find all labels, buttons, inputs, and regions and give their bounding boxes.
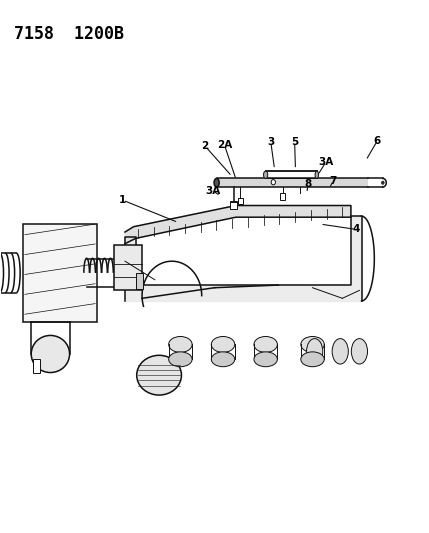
- Ellipse shape: [254, 352, 278, 367]
- Ellipse shape: [307, 338, 323, 364]
- Circle shape: [381, 181, 384, 184]
- Bar: [230, 201, 237, 209]
- Ellipse shape: [31, 335, 69, 373]
- Text: 4: 4: [352, 224, 360, 235]
- Text: 6: 6: [374, 136, 381, 146]
- Ellipse shape: [214, 179, 219, 187]
- Bar: [136, 273, 143, 289]
- Bar: [217, 179, 368, 187]
- Ellipse shape: [169, 336, 192, 352]
- Ellipse shape: [315, 171, 318, 179]
- Bar: [238, 198, 243, 204]
- Text: 3: 3: [267, 137, 275, 147]
- Bar: [115, 245, 142, 290]
- Ellipse shape: [169, 352, 192, 367]
- Ellipse shape: [254, 336, 278, 352]
- Text: 2: 2: [202, 141, 209, 151]
- Text: 2A: 2A: [217, 140, 232, 150]
- Polygon shape: [125, 216, 362, 301]
- Ellipse shape: [211, 352, 235, 367]
- Text: 7: 7: [330, 175, 337, 185]
- Ellipse shape: [301, 352, 324, 367]
- Text: 5: 5: [291, 137, 298, 147]
- Text: 8: 8: [305, 179, 312, 189]
- Text: 3A: 3A: [205, 185, 221, 196]
- Ellipse shape: [301, 336, 324, 352]
- Text: 1: 1: [119, 195, 127, 205]
- Ellipse shape: [332, 338, 348, 364]
- Bar: [33, 359, 40, 373]
- Text: 7158  1200B: 7158 1200B: [14, 25, 124, 43]
- Ellipse shape: [137, 356, 181, 395]
- Text: 3A: 3A: [319, 157, 334, 166]
- Bar: [23, 224, 97, 322]
- Ellipse shape: [271, 180, 275, 185]
- Ellipse shape: [263, 171, 268, 179]
- Bar: [280, 193, 285, 200]
- Polygon shape: [125, 206, 351, 244]
- Ellipse shape: [351, 338, 368, 364]
- Ellipse shape: [211, 336, 235, 352]
